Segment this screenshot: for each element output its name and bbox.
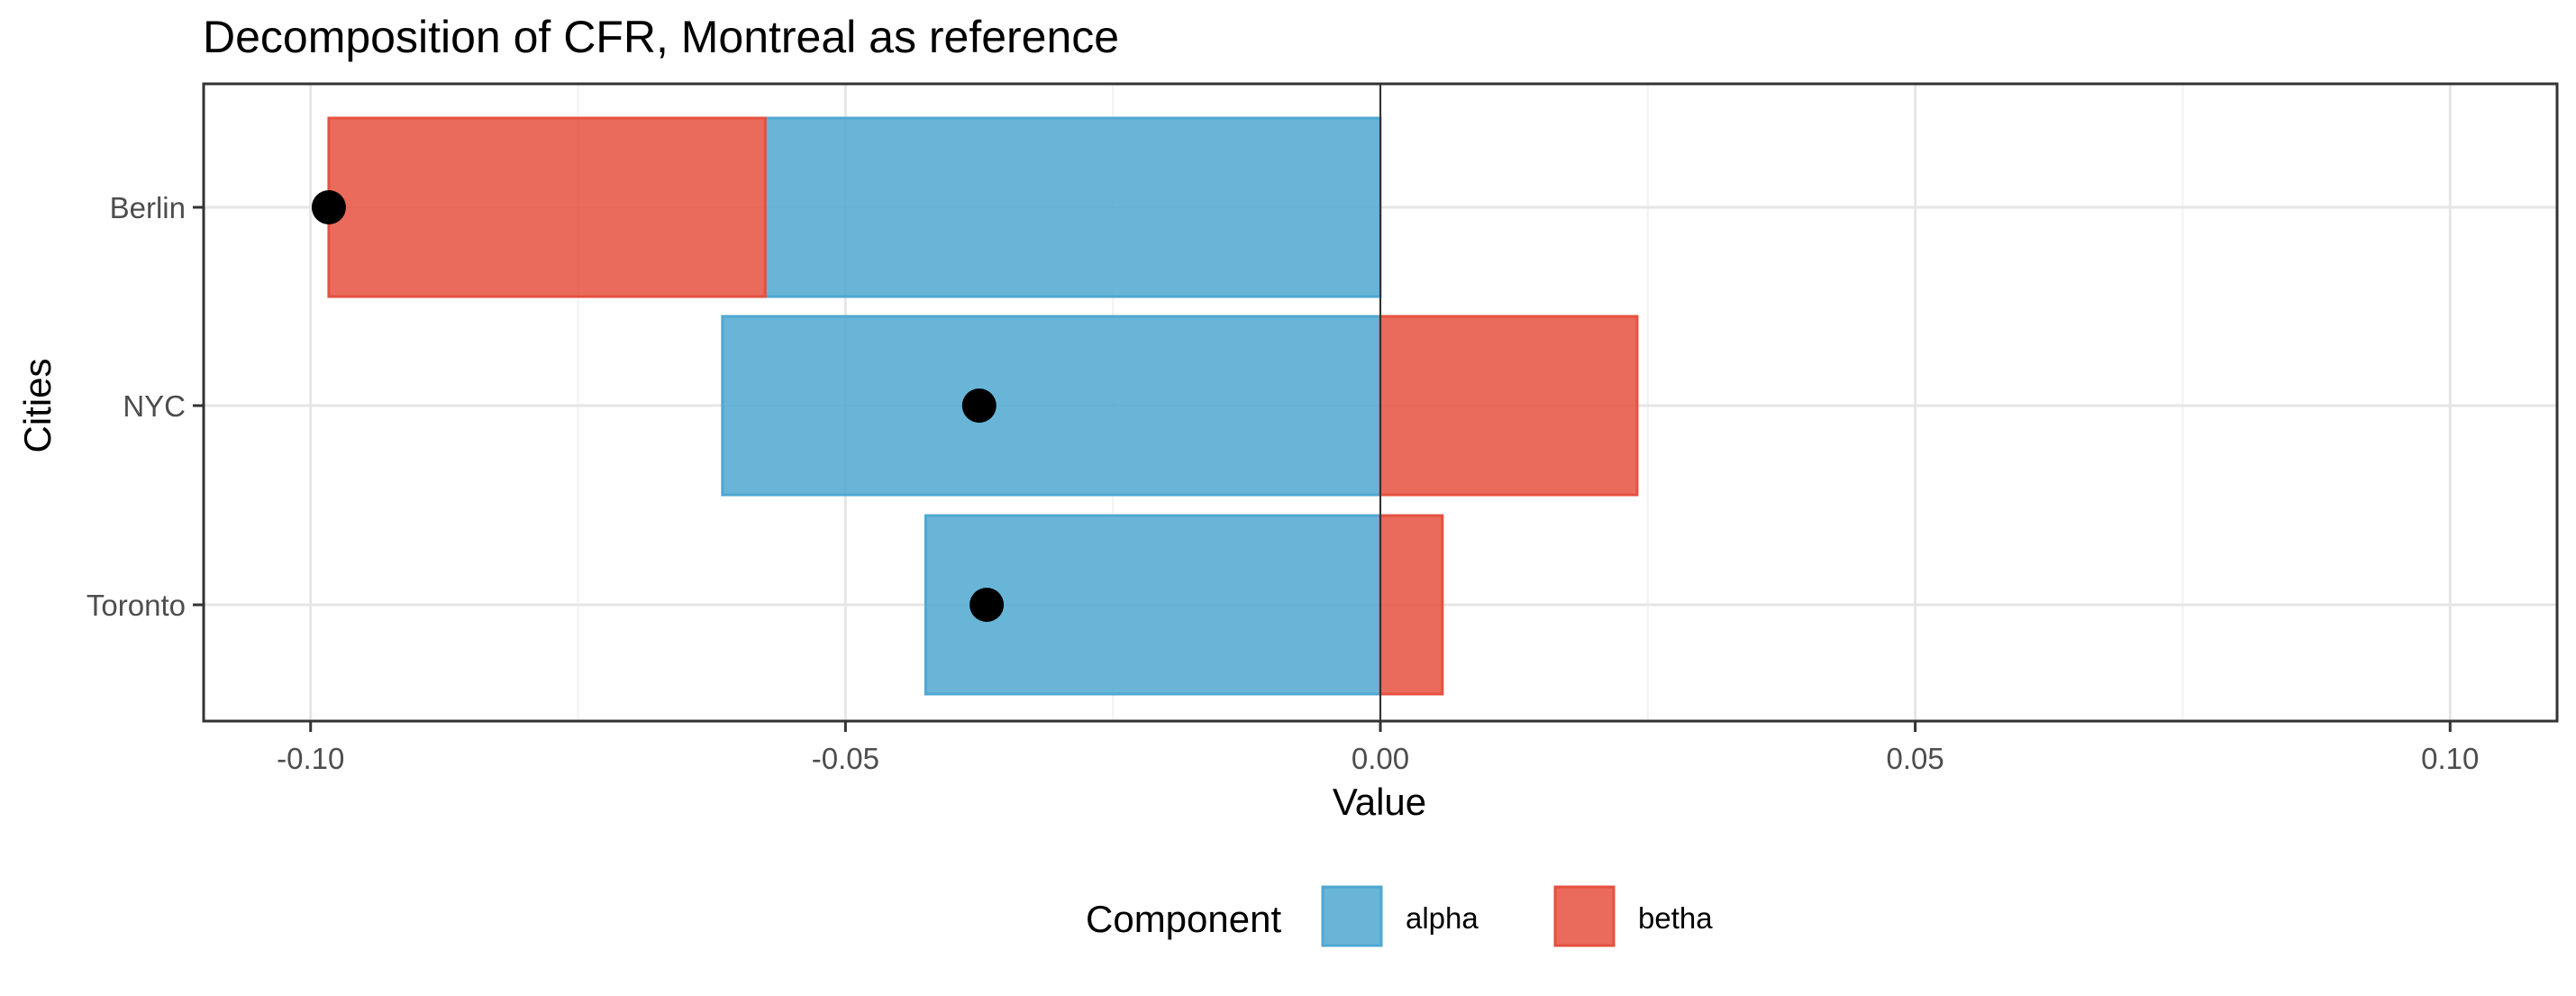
x-tick-label: -0.10 [277,742,344,775]
chart-title: Decomposition of CFR, Montreal as refere… [203,12,1119,62]
y-tick-label: Toronto [86,589,186,622]
total-point-nyc [961,388,997,423]
bar-betha-berlin [327,116,767,298]
x-tick-label: 0.10 [2421,742,2479,775]
legend-key-betha [1553,885,1616,947]
x-tick-label: 0.05 [1887,742,1944,775]
x-tick-label: -0.05 [812,742,879,775]
total-point-berlin [311,190,346,224]
legend-label-alpha: alpha [1406,901,1479,935]
bar-betha-toronto [1379,514,1444,696]
legend-title: Component [1086,898,1281,940]
bar-alpha-nyc [721,315,1382,497]
bar-alpha-berlin [763,116,1382,298]
x-tick-label: 0.00 [1352,742,1409,775]
y-tick-label: NYC [123,389,186,423]
legend: Component alpha betha [1086,885,1713,947]
x-axis-title: Value [1333,781,1426,823]
legend-label-betha: betha [1638,901,1713,935]
legend-key-alpha [1321,885,1383,947]
y-axis-title: Cities [16,358,59,452]
bar-betha-nyc [1379,315,1639,497]
plot-area: Berlin NYC Toronto -0.10 -0.05 0.00 0.05 0.10 [86,82,2559,775]
y-tick-label: Berlin [110,191,186,224]
total-point-toronto [969,588,1005,622]
